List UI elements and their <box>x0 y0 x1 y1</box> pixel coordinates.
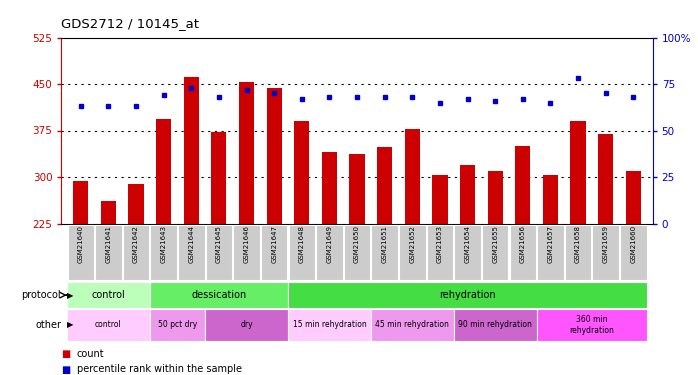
Text: other: other <box>35 320 61 330</box>
Text: 90 min rehydration: 90 min rehydration <box>458 320 532 330</box>
Text: dry: dry <box>240 320 253 330</box>
Bar <box>515 146 530 224</box>
Text: GSM21644: GSM21644 <box>188 225 194 263</box>
Bar <box>399 225 426 280</box>
Bar <box>128 184 144 224</box>
Text: 50 pct dry: 50 pct dry <box>158 320 197 330</box>
Bar <box>288 225 315 280</box>
Bar <box>454 225 481 280</box>
Bar <box>482 225 508 280</box>
Text: protocol: protocol <box>22 290 61 300</box>
Text: GSM21646: GSM21646 <box>244 225 249 263</box>
Bar <box>184 76 199 224</box>
Bar <box>426 225 453 280</box>
Text: GSM21654: GSM21654 <box>465 225 470 263</box>
Text: GSM21658: GSM21658 <box>575 225 581 263</box>
Text: 45 min rehydration: 45 min rehydration <box>376 320 450 330</box>
Text: ■: ■ <box>61 349 70 359</box>
Text: GSM21657: GSM21657 <box>547 225 554 263</box>
Bar <box>261 225 288 280</box>
Text: GSM21652: GSM21652 <box>409 225 415 263</box>
Text: control: control <box>91 290 125 300</box>
Bar <box>288 309 371 340</box>
Text: count: count <box>77 349 105 359</box>
Text: GSM21649: GSM21649 <box>327 225 332 263</box>
Bar <box>565 225 591 280</box>
Bar <box>67 282 150 308</box>
Text: ■: ■ <box>61 364 70 375</box>
Text: rehydration: rehydration <box>439 290 496 300</box>
Text: GSM21641: GSM21641 <box>105 225 112 263</box>
Bar <box>233 225 260 280</box>
Bar <box>460 165 475 224</box>
Bar <box>288 282 647 308</box>
Bar <box>350 154 364 224</box>
Bar <box>537 225 564 280</box>
Bar <box>625 171 641 224</box>
Bar <box>371 225 398 280</box>
Text: GSM21651: GSM21651 <box>382 225 387 263</box>
Bar <box>101 201 116 223</box>
Bar <box>150 309 205 340</box>
Bar <box>178 225 205 280</box>
Text: ▶: ▶ <box>67 291 73 300</box>
Text: GSM21642: GSM21642 <box>133 225 139 263</box>
Bar <box>239 82 254 224</box>
Text: GDS2712 / 10145_at: GDS2712 / 10145_at <box>61 17 200 30</box>
Bar <box>73 182 89 224</box>
Text: GSM21660: GSM21660 <box>630 225 637 263</box>
Bar <box>322 152 337 224</box>
Text: GSM21640: GSM21640 <box>77 225 84 263</box>
Bar <box>95 225 121 280</box>
Text: GSM21653: GSM21653 <box>437 225 443 263</box>
Bar <box>156 119 171 224</box>
Bar <box>211 132 226 224</box>
Bar <box>405 129 420 224</box>
Bar <box>488 171 503 224</box>
Text: dessication: dessication <box>191 290 246 300</box>
Text: GSM21655: GSM21655 <box>492 225 498 263</box>
Bar <box>68 225 94 280</box>
Text: GSM21650: GSM21650 <box>354 225 360 263</box>
Bar <box>598 134 614 224</box>
Bar <box>377 147 392 224</box>
Bar <box>537 309 647 340</box>
Text: percentile rank within the sample: percentile rank within the sample <box>77 364 242 375</box>
Bar <box>454 309 537 340</box>
Bar <box>294 121 309 224</box>
Text: GSM21656: GSM21656 <box>520 225 526 263</box>
Bar <box>206 225 232 280</box>
Bar <box>371 309 454 340</box>
Text: GSM21647: GSM21647 <box>271 225 277 263</box>
Bar <box>543 175 558 223</box>
Text: control: control <box>95 320 121 330</box>
Text: 15 min rehydration: 15 min rehydration <box>292 320 366 330</box>
Bar <box>344 225 370 280</box>
Bar <box>67 309 150 340</box>
Text: GSM21643: GSM21643 <box>161 225 167 263</box>
Text: GSM21648: GSM21648 <box>299 225 305 263</box>
Bar <box>510 225 536 280</box>
Bar <box>150 225 177 280</box>
Text: GSM21659: GSM21659 <box>602 225 609 263</box>
Bar <box>620 225 646 280</box>
Bar <box>150 282 288 308</box>
Bar <box>316 225 343 280</box>
Bar <box>267 88 282 224</box>
Bar <box>570 121 586 224</box>
Bar <box>432 175 447 223</box>
Bar <box>123 225 149 280</box>
Bar <box>205 309 288 340</box>
Text: 360 min
rehydration: 360 min rehydration <box>570 315 614 334</box>
Text: ▶: ▶ <box>67 320 73 330</box>
Text: GSM21645: GSM21645 <box>216 225 222 263</box>
Bar <box>593 225 619 280</box>
